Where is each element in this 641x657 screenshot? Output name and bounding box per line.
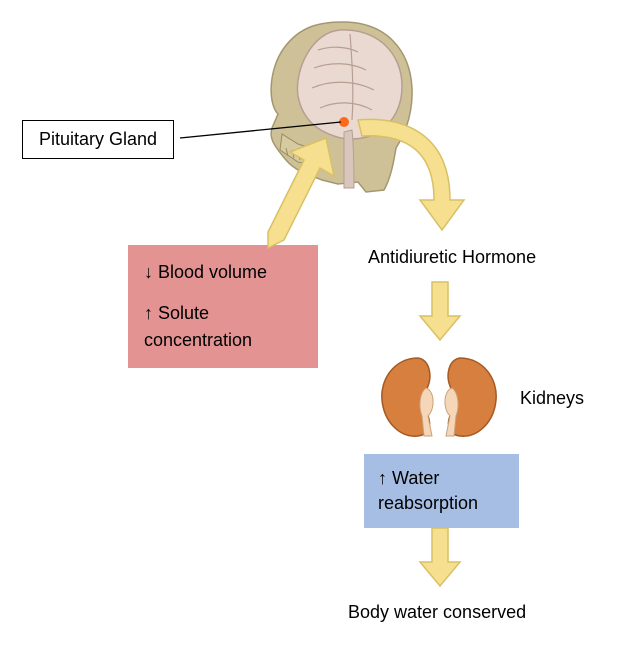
arrow-to-conserved — [418, 524, 462, 590]
kidneys-label: Kidneys — [520, 388, 584, 409]
arrow-adh-to-kidneys — [418, 278, 462, 344]
pituitary-label-box: Pituitary Gland — [22, 120, 174, 159]
stimulus-line2: ↑ Solute concentration — [144, 300, 302, 354]
kidneys-illustration — [374, 350, 504, 445]
arrow-head-to-adh — [348, 110, 468, 240]
stimulus-box: ↓ Blood volume ↑ Solute concentration — [128, 245, 318, 368]
response-box: ↑ Water reabsorption — [364, 454, 519, 528]
adh-label: Antidiuretic Hormone — [368, 247, 536, 268]
response-line1: ↑ Water reabsorption — [378, 466, 505, 516]
arrow-stimulus-to-head — [248, 118, 348, 258]
conserved-label: Body water conserved — [348, 602, 526, 623]
pituitary-label: Pituitary Gland — [39, 129, 157, 149]
stimulus-line1: ↓ Blood volume — [144, 259, 302, 286]
